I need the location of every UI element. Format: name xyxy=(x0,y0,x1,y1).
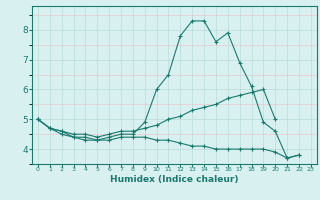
X-axis label: Humidex (Indice chaleur): Humidex (Indice chaleur) xyxy=(110,175,239,184)
